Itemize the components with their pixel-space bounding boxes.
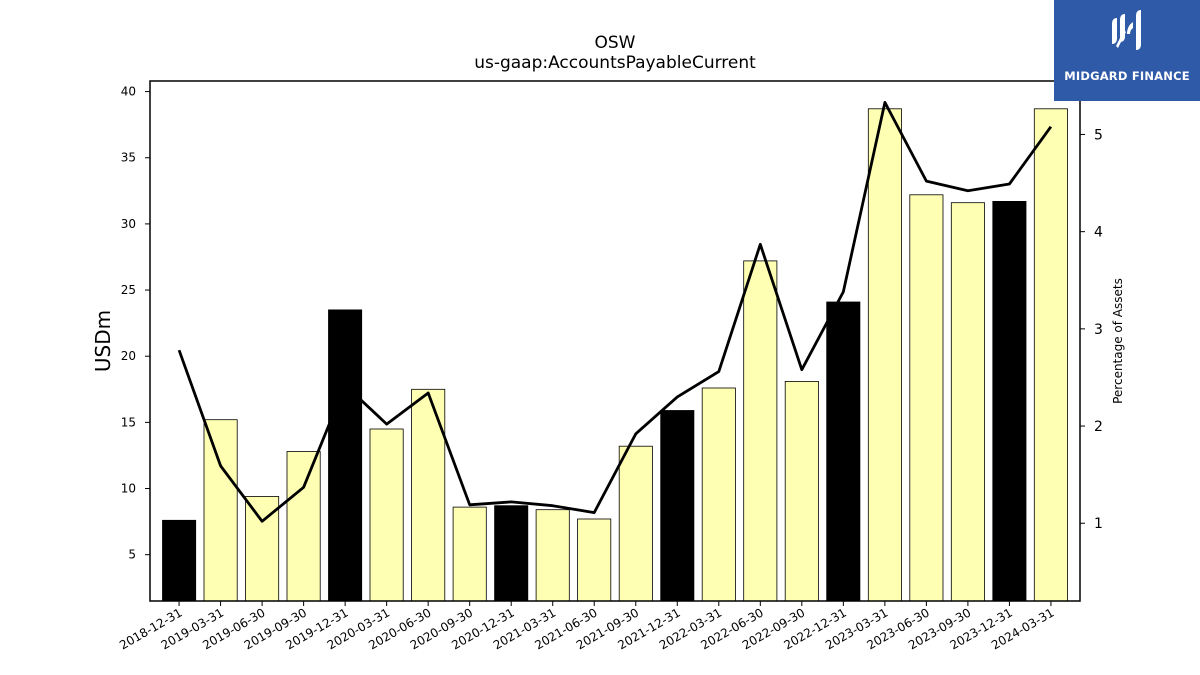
chart-subtitle: us-gaap:AccountsPayableCurrent bbox=[474, 53, 756, 73]
bar bbox=[867, 108, 902, 602]
bar bbox=[784, 380, 819, 602]
y2-tick-label: 1 bbox=[1094, 516, 1103, 532]
y2-tick-label: 3 bbox=[1094, 322, 1103, 338]
y-tick-label: 20 bbox=[121, 349, 136, 363]
bar bbox=[1033, 108, 1068, 602]
plot-frame bbox=[149, 80, 1081, 602]
y-tick-label: 40 bbox=[121, 85, 136, 99]
bar bbox=[286, 451, 321, 602]
logo-text: MIDGARD FINANCE bbox=[1064, 69, 1190, 83]
bar bbox=[162, 519, 197, 602]
bar bbox=[826, 301, 861, 602]
midgard-finance-logo: MIDGARD FINANCE bbox=[1054, 0, 1200, 101]
y-axis: 5 10 15 20 25 30 35 40 bbox=[121, 85, 150, 562]
bar bbox=[618, 445, 653, 602]
bar bbox=[494, 505, 529, 602]
bar bbox=[369, 428, 404, 602]
midgard-logo-icon bbox=[1112, 10, 1141, 50]
y2-tick-label: 4 bbox=[1094, 225, 1103, 241]
y2-tick-label: 5 bbox=[1094, 127, 1103, 143]
chart-title: OSW bbox=[595, 33, 636, 53]
y2-tick-label: 2 bbox=[1094, 419, 1103, 435]
x-axis: 2018-12-312019-03-312019-06-302019-09-30… bbox=[117, 601, 1056, 652]
y-tick-label: 35 bbox=[121, 151, 136, 165]
bar bbox=[203, 419, 238, 602]
bar bbox=[452, 506, 487, 602]
y2-axis: 1 2 3 4 5 bbox=[1080, 127, 1103, 532]
bar bbox=[577, 518, 612, 602]
bar bbox=[743, 260, 778, 602]
bar bbox=[992, 200, 1027, 602]
bar bbox=[950, 202, 985, 602]
y2-axis-label: Percentage of Assets bbox=[1111, 278, 1125, 404]
percentage-line bbox=[177, 101, 1053, 523]
bar bbox=[660, 410, 695, 602]
bar bbox=[701, 387, 736, 602]
y-tick-label: 10 bbox=[121, 482, 136, 496]
bar bbox=[535, 509, 570, 602]
bar-group bbox=[162, 108, 1068, 602]
y-tick-label: 5 bbox=[128, 548, 136, 562]
y-axis-label: USDm bbox=[91, 310, 115, 372]
y-tick-label: 30 bbox=[121, 217, 136, 231]
bar bbox=[328, 309, 363, 602]
y-tick-label: 25 bbox=[121, 283, 136, 297]
y-tick-label: 15 bbox=[121, 415, 136, 429]
bar bbox=[909, 194, 944, 602]
line-group bbox=[177, 101, 1053, 523]
